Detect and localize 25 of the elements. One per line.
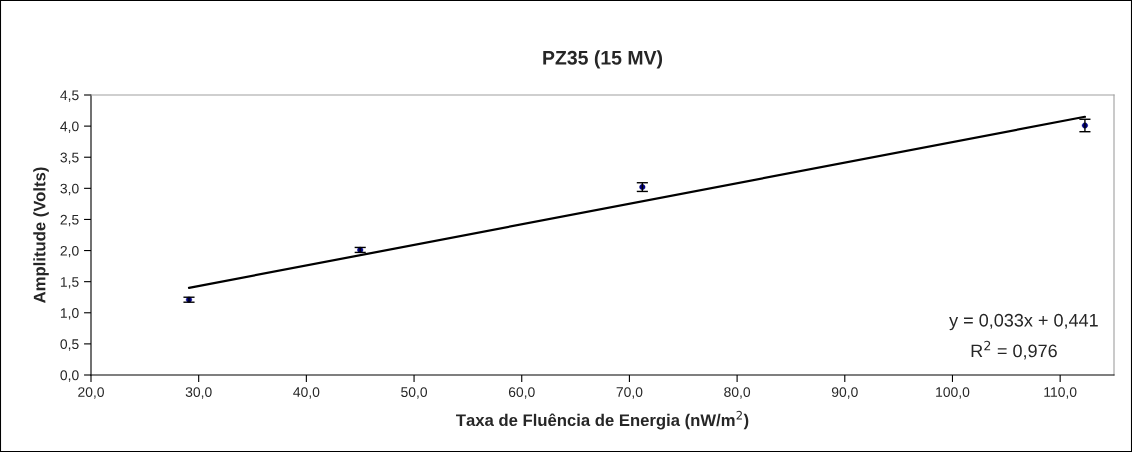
annotation: y = 0,033x + 0,441 — [949, 313, 1098, 331]
x-tick-label: 90,0 — [831, 387, 858, 399]
y-tick-label: 0,5 — [60, 339, 79, 351]
annotation: R$^{2}$ = 0,976 — [971, 340, 1057, 360]
y-axis-title: Amplitude (Volts) — [33, 167, 49, 303]
y-tick-label: 0,0 — [60, 370, 79, 382]
x-tick-label: 80,0 — [724, 387, 751, 399]
x-tick-label: 110,0 — [1044, 387, 1077, 399]
x-axis-title: Taxa de Fluência de Energia (nW/m$^{2}$) — [456, 410, 749, 430]
x-tick-label: 100,0 — [936, 387, 970, 399]
x-tick-label: 70,0 — [616, 387, 643, 399]
y-tick-label: 1,0 — [60, 308, 79, 320]
x-tick-label: 30,0 — [185, 387, 212, 399]
y-tick-label: 3,0 — [60, 183, 79, 196]
x-tick-label: 50,0 — [401, 387, 428, 399]
y-tick-label: 2,0 — [60, 245, 79, 258]
y-tick-label: 3,5 — [60, 152, 79, 165]
x-tick-label: 40,0 — [293, 387, 320, 399]
y-tick-label: 4,5 — [60, 90, 79, 102]
x-tick-label: 20,0 — [78, 387, 104, 399]
y-tick-label: 2,5 — [60, 214, 79, 227]
chart-title: PZ35 (15 MV) — [543, 50, 663, 69]
x-tick-label: 60,0 — [508, 387, 535, 399]
y-tick-label: 1,5 — [60, 277, 79, 289]
y-tick-label: 4,0 — [60, 121, 79, 133]
